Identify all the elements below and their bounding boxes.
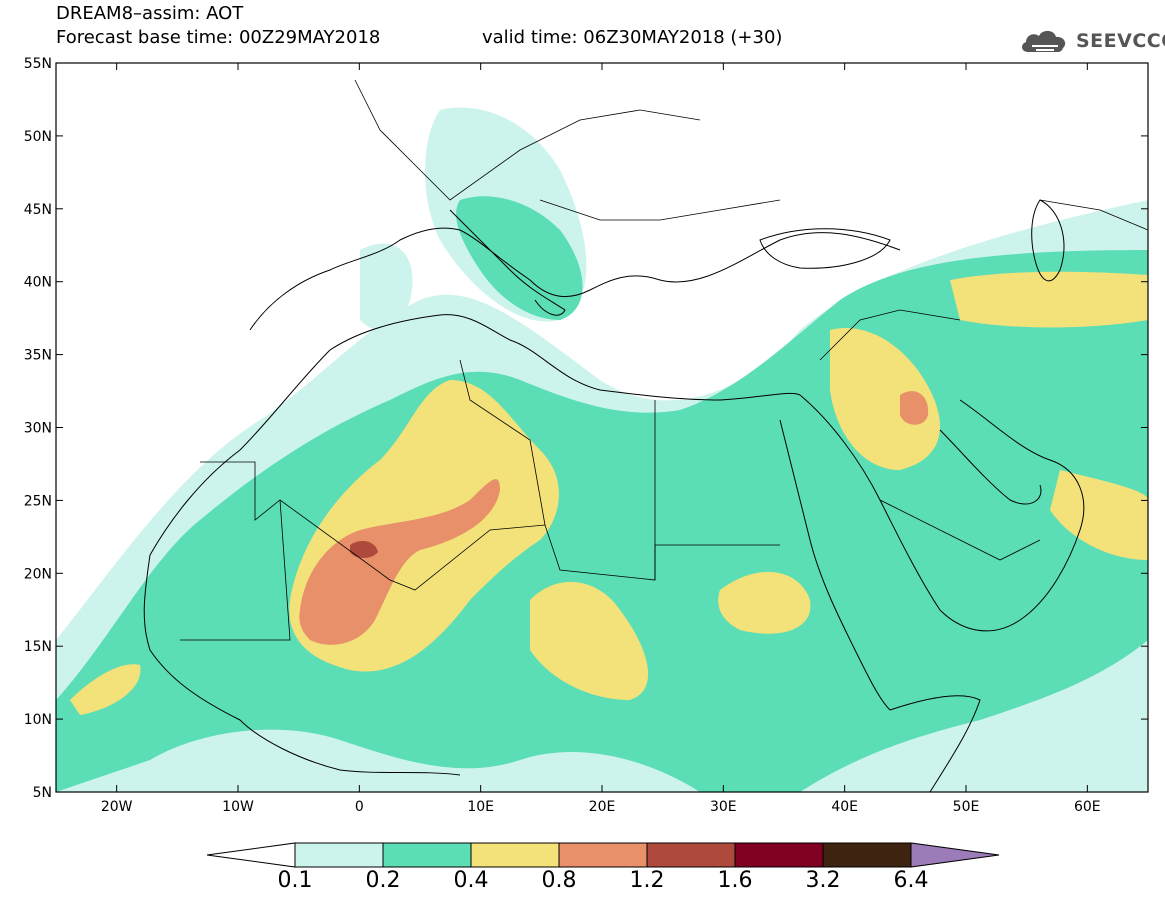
colorbar-label: 0.4 bbox=[453, 868, 489, 893]
lat-tick-label: 35N bbox=[24, 348, 52, 364]
seevccc-logo: SEEVCCC bbox=[1018, 26, 1165, 56]
lat-tick-label: 20N bbox=[24, 566, 52, 582]
axis-ticks bbox=[56, 62, 1148, 793]
lon-tick-label: 50E bbox=[953, 799, 980, 815]
aot-level-0.4-arabia bbox=[1050, 470, 1148, 560]
lat-tick-label: 30N bbox=[24, 421, 52, 437]
colorbar-label: 0.1 bbox=[277, 868, 313, 893]
border-9 bbox=[539, 199, 781, 221]
lon-tick-label: 20E bbox=[589, 799, 616, 815]
plot-title: DREAM8–assim: AOT bbox=[56, 3, 244, 24]
colorbar-label: 6.4 bbox=[893, 868, 929, 893]
lat-tick-label: 5N bbox=[33, 785, 52, 801]
border-6 bbox=[819, 309, 961, 361]
border-2 bbox=[180, 499, 291, 641]
aot-level-0.1-west bbox=[360, 243, 413, 331]
valid-time: valid time: 06Z30MAY2018 (+30) bbox=[482, 27, 783, 48]
border-8 bbox=[354, 79, 701, 201]
italy bbox=[449, 209, 566, 316]
caspian-sea bbox=[1031, 199, 1065, 282]
colorbar-swatch bbox=[734, 842, 824, 868]
aot-level-0.4-sudan bbox=[718, 571, 811, 634]
lat-tick-label: 15N bbox=[24, 639, 52, 655]
persian-gulf bbox=[939, 429, 1042, 505]
colorbar-swatch bbox=[294, 842, 384, 868]
aot-field bbox=[56, 63, 1148, 792]
arabia-coast bbox=[799, 394, 1085, 632]
colorbar bbox=[206, 842, 1000, 868]
red-sea-west bbox=[779, 419, 891, 711]
lon-tick-label: 0 bbox=[355, 799, 364, 815]
border-10 bbox=[1039, 199, 1148, 231]
aot-level-1.2 bbox=[350, 540, 378, 558]
coastlines bbox=[143, 199, 1085, 792]
black-sea bbox=[759, 228, 891, 269]
colorbar-high-extend bbox=[910, 842, 1000, 868]
border-4 bbox=[459, 359, 546, 526]
africa-north-coast bbox=[149, 314, 801, 556]
lon-tick-label: 60E bbox=[1074, 799, 1101, 815]
aot-level-0.2-italy bbox=[456, 196, 583, 320]
colorbar-label: 1.2 bbox=[629, 868, 665, 893]
aot-level-0.8 bbox=[299, 479, 500, 645]
horn-of-africa bbox=[889, 695, 981, 792]
colorbar-swatch bbox=[470, 842, 560, 868]
lon-tick-label: 10E bbox=[467, 799, 494, 815]
colorbar-label: 3.2 bbox=[805, 868, 841, 893]
lon-tick-label: 40E bbox=[831, 799, 858, 815]
aot-level-0.8-iraq bbox=[900, 391, 929, 425]
aot-level-0.4-iraq bbox=[830, 328, 940, 470]
logo-text: SEEVCCC bbox=[1076, 30, 1165, 52]
lat-tick-label: 45N bbox=[24, 202, 52, 218]
lat-tick-label: 55N bbox=[24, 56, 52, 72]
colorbar-label: 0.8 bbox=[541, 868, 577, 893]
colorbar-swatch bbox=[558, 842, 648, 868]
country-borders bbox=[180, 79, 1148, 641]
europe-south-coast bbox=[249, 227, 901, 331]
lon-tick-label: 20W bbox=[101, 799, 133, 815]
lat-tick-label: 10N bbox=[24, 712, 52, 728]
aot-level-0.4-iran bbox=[950, 271, 1148, 328]
axis-tick-labels: 5N 10N 15N 20N 25N 30N 35N 40N 45N 50N 55N 20W 10W 0 1… bbox=[24, 56, 1101, 815]
colorbar-label: 1.6 bbox=[717, 868, 753, 893]
colorbar-swatch bbox=[382, 842, 472, 868]
forecast-base-time: Forecast base time: 00Z29MAY2018 bbox=[56, 27, 381, 48]
africa-west-coast bbox=[143, 554, 461, 776]
aot-level-0.4-westcoast bbox=[70, 664, 141, 715]
lat-tick-label: 50N bbox=[24, 129, 52, 145]
colorbar-swatch bbox=[646, 842, 736, 868]
aot-level-0.4-east-africa bbox=[530, 581, 649, 700]
colorbar-label: 0.2 bbox=[365, 868, 401, 893]
lat-tick-label: 40N bbox=[24, 275, 52, 291]
border-1 bbox=[200, 461, 391, 581]
lon-tick-label: 30E bbox=[710, 799, 737, 815]
cloud-icon bbox=[1022, 30, 1066, 52]
colorbar-swatch bbox=[822, 842, 912, 868]
lat-tick-label: 25N bbox=[24, 493, 52, 509]
lon-tick-label: 10W bbox=[222, 799, 254, 815]
border-7 bbox=[879, 499, 1041, 561]
colorbar-low-extend bbox=[206, 842, 296, 868]
